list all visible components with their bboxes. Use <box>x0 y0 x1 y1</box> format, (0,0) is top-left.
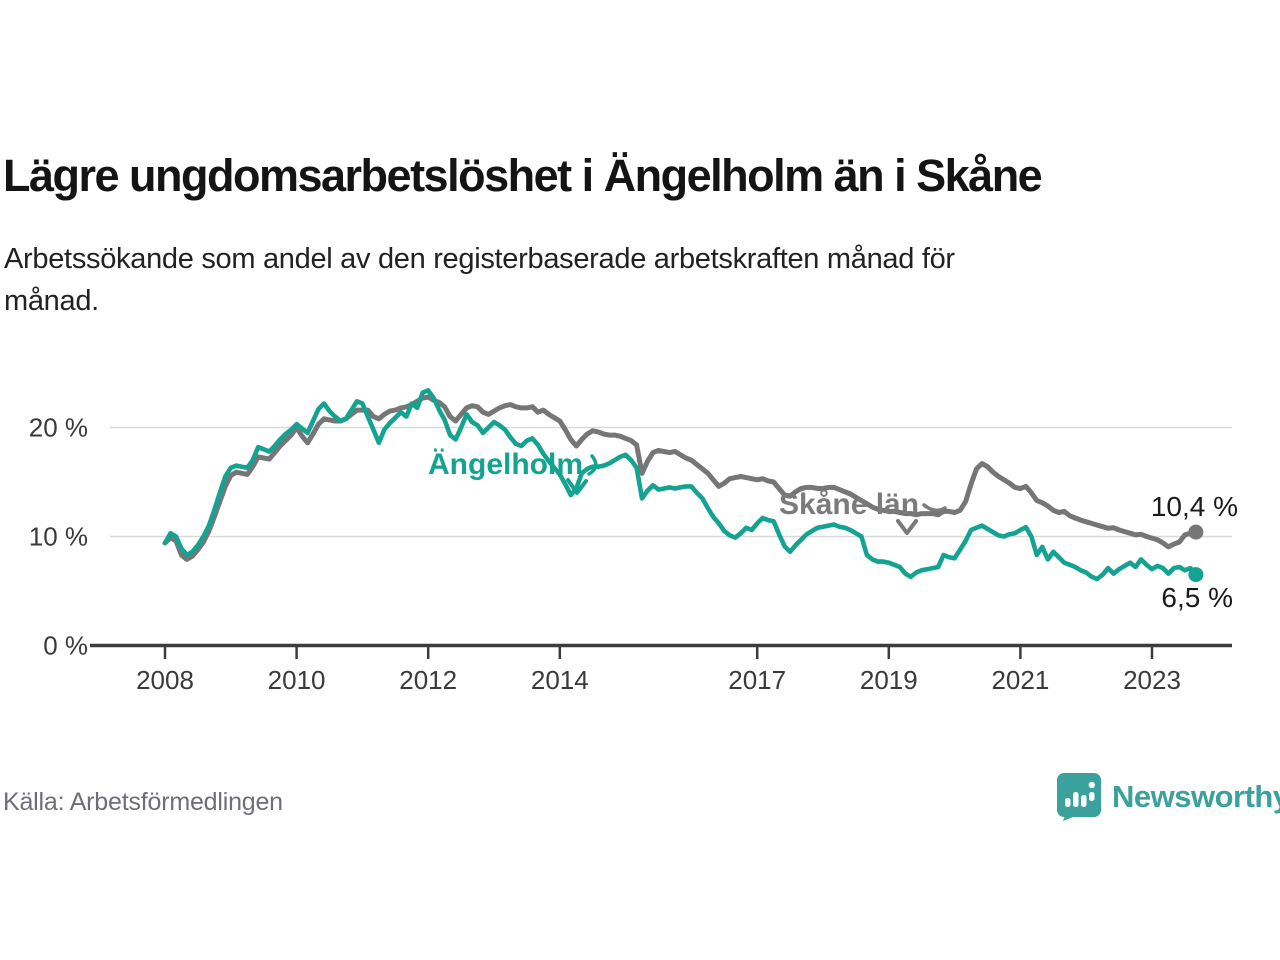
y-tick-10: 10 % <box>29 522 88 552</box>
angelholm-label-arrow <box>566 478 588 495</box>
line-angelholm <box>162 388 1199 582</box>
x-tick-2023: 2023 <box>1123 665 1181 695</box>
x-tick-2012: 2012 <box>399 665 457 695</box>
line-skane <box>162 394 1199 562</box>
x-tick-2017: 2017 <box>728 665 786 695</box>
line-chart: 20 % 10 % 0 % 2008 2010 2012 2014 2017 2… <box>29 388 1238 695</box>
skane-label-arrow <box>896 519 918 535</box>
x-tick-2008: 2008 <box>136 665 194 695</box>
series-label-angelholm: Ängelholm <box>428 448 583 481</box>
series-label-skane: Skåne län <box>779 488 919 521</box>
end-value-skane: 10,4 % <box>1151 491 1238 522</box>
y-tick-0: 0 % <box>43 631 88 661</box>
end-value-angelholm: 6,5 % <box>1161 582 1233 613</box>
x-tick-2010: 2010 <box>268 665 326 695</box>
skane-label-leader <box>922 503 947 513</box>
page-title: Lägre ungdomsarbetslöshet i Ängelholm än… <box>3 150 1043 201</box>
newsworthy-logo-text: Newsworthy <box>1112 779 1280 814</box>
angelholm-label-leader <box>587 454 598 476</box>
source-note: Källa: Arbetsförmedlingen <box>3 788 283 816</box>
newsworthy-logo: Newsworthy <box>1056 772 1280 822</box>
x-tick-2014: 2014 <box>531 665 589 695</box>
newsworthy-bubble-icon <box>1057 773 1101 821</box>
subtitle-line-1: Arbetssökande som andel av den registerb… <box>4 243 955 275</box>
subtitle-line-2: månad. <box>4 285 99 317</box>
end-dot-skane <box>1188 524 1204 540</box>
x-tick-2021: 2021 <box>991 665 1049 695</box>
end-dot-angelholm <box>1188 567 1204 583</box>
y-tick-20: 20 % <box>29 413 88 443</box>
chart-subtitle: Arbetssökande som andel av den registerb… <box>4 238 955 322</box>
x-tick-2019: 2019 <box>860 665 918 695</box>
